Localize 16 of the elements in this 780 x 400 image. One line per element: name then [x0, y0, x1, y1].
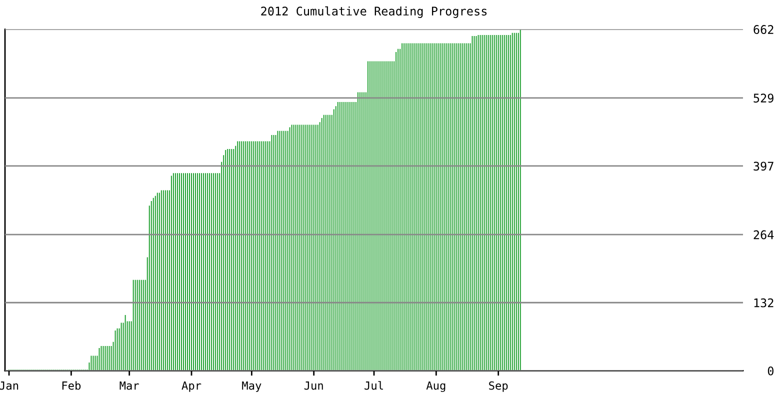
x-tick-label: Mar [120, 382, 139, 390]
y-tick-label: 529 [754, 94, 774, 103]
x-tick-label: Apr [182, 382, 202, 392]
y-tick-label: 0 [768, 366, 774, 376]
y-tick-label: 397 [754, 162, 774, 171]
x-tick-label: Sep [489, 381, 508, 392]
x-tick-label: Aug [426, 381, 446, 392]
chart-title: 2012 Cumulative Reading Progress [261, 6, 487, 18]
x-tick-label: May [242, 382, 262, 392]
x-tick-label: Jan [0, 382, 18, 390]
y-tick-label: 264 [754, 230, 774, 240]
x-tick-label: Jul [364, 381, 383, 390]
y-tick-label: 132 [754, 298, 774, 308]
x-tick-label: Jun [304, 382, 323, 390]
x-tick-label: Feb [62, 381, 81, 390]
y-tick-label: 662 [754, 25, 774, 34]
